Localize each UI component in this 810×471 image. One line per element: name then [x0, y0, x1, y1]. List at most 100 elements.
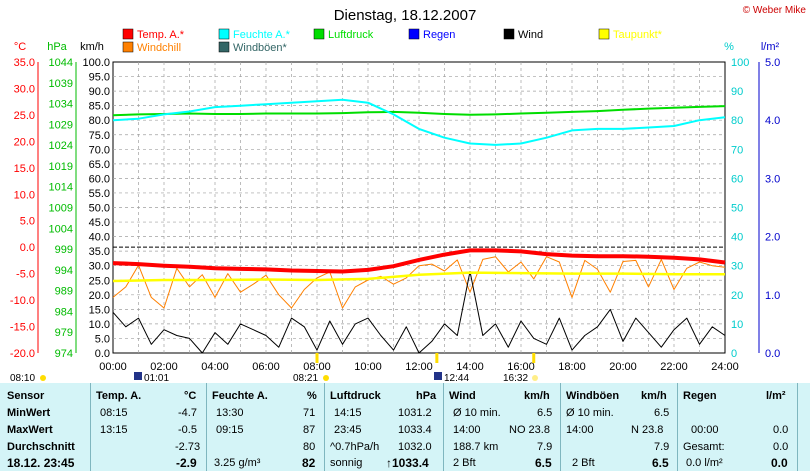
rain-current-label: 0.0 l/m²	[686, 457, 723, 469]
table-separator	[324, 383, 325, 471]
gust-max-value: N 23.8	[631, 424, 664, 436]
temp-tick-label: 5.0	[20, 216, 35, 228]
wind-unit: km/h	[524, 390, 550, 402]
gust-bft: 2 Bft	[572, 457, 595, 469]
wind-tick-label: 25.0	[89, 275, 110, 287]
press-max-value: 1033.4	[398, 424, 432, 436]
press-tick-label: 984	[55, 306, 73, 318]
row-label-min: MinWert	[7, 407, 51, 419]
wind-avg10-label: Ø 10 min.	[453, 407, 501, 419]
gust-header: Windböen	[566, 390, 620, 402]
rain-tick-label: 3.0	[765, 173, 780, 185]
press-tick-label: 1019	[49, 161, 73, 173]
temp-tick-label: 30.0	[14, 83, 35, 95]
legend-swatch	[122, 28, 134, 40]
press-tick-label: 999	[55, 244, 73, 256]
press-tick-label: 1024	[49, 140, 73, 152]
temp-tick-label: 20.0	[14, 136, 35, 148]
press-tick-label: 1004	[49, 223, 73, 235]
legend-swatch	[218, 28, 230, 40]
wind-current-value: 6.5	[535, 456, 552, 470]
hum-tick-label: 100	[731, 57, 749, 69]
press-tick-label: 1039	[49, 78, 73, 90]
table-separator	[206, 383, 207, 471]
axis-unit-label: km/h	[80, 41, 104, 53]
press-tick-label: 989	[55, 286, 73, 298]
hum-tick-label: 40	[731, 232, 743, 244]
press-trend: ^0.7hPa/h	[330, 441, 380, 453]
press-tick-label: 1044	[49, 57, 73, 69]
summary-table: Sensor Temp. A. °C Feuchte A. % Luftdruc…	[0, 383, 810, 471]
press-unit: hPa	[416, 390, 437, 402]
press-min-value: 1031.2	[398, 407, 432, 419]
temp-tick-label: -10.0	[10, 295, 35, 307]
sun-marker	[532, 353, 536, 363]
hum-tick-label: 60	[731, 173, 743, 185]
wind-tick-label: 5.0	[95, 333, 110, 345]
hum-tick-label: 70	[731, 144, 743, 156]
hum-tick-label: 20	[731, 290, 743, 302]
wind-tick-label: 55.0	[89, 188, 110, 200]
temp-header: Temp. A.	[96, 390, 142, 402]
press-current-value: ↑1033.4	[386, 456, 429, 470]
legend-label: Wind	[518, 29, 543, 41]
rain-tick-label: 5.0	[765, 57, 780, 69]
hum-tick-label: 30	[731, 261, 743, 273]
series-line	[112, 248, 726, 274]
temp-avg-value: -2.73	[175, 441, 201, 453]
time-tick-label: 06:00	[252, 361, 280, 373]
rain-total-label: Gesamt:	[683, 441, 725, 453]
wind-tick-label: 70.0	[89, 144, 110, 156]
temp-tick-label: 10.0	[14, 189, 35, 201]
wind-tick-label: 35.0	[89, 246, 110, 258]
axis-unit-label: l/m²	[761, 41, 780, 53]
sun-marker	[315, 353, 319, 363]
table-separator	[560, 383, 561, 471]
hum-header: Feuchte A.	[212, 390, 268, 402]
moon-icon	[434, 372, 442, 380]
time-tick-label: 20:00	[609, 361, 637, 373]
gust-current-value: 6.5	[652, 456, 669, 470]
hum-tick-label: 0	[731, 348, 737, 360]
time-tick-label: 24:00	[711, 361, 739, 373]
rain-total-value: 0.0	[773, 441, 789, 453]
wind-avg10-value: 6.5	[537, 407, 553, 419]
abs-humidity: 3.25 g/m³	[214, 457, 261, 469]
temp-max-time: 13:15	[100, 424, 128, 436]
legend-label: Luftdruck	[328, 29, 374, 41]
rain-header: Regen	[683, 390, 717, 402]
series-line	[112, 98, 726, 146]
time-tick-label: 14:00	[456, 361, 484, 373]
time-tick-label: 00:00	[99, 361, 127, 373]
wind-max-value: NO 23.8	[509, 424, 550, 436]
hum-unit: %	[307, 390, 317, 402]
hum-min-time: 13:30	[216, 407, 244, 419]
legend-label: Feuchte A.*	[233, 29, 291, 41]
rain-current-value: 0.0	[771, 456, 788, 470]
temp-unit: °C	[184, 390, 197, 402]
press-tick-label: 1014	[49, 182, 73, 194]
legend-swatch	[218, 41, 230, 53]
rain-max-time: 00:00	[691, 424, 719, 436]
weather-chart: Dienstag, 18.12.2007 © Weber Mike Temp. A.…	[10, 5, 807, 383]
hum-min-value: 71	[303, 407, 316, 419]
sun-icon	[323, 375, 329, 381]
legend-label: Regen	[423, 29, 455, 41]
temp-tick-label: -15.0	[10, 322, 35, 334]
temp-tick-label: 35.0	[14, 57, 35, 69]
time-tick-label: 18:00	[558, 361, 586, 373]
sun-event-time: 08:21	[293, 373, 318, 383]
sensor-header: Sensor	[7, 390, 45, 402]
wind-tick-label: 50.0	[89, 203, 110, 215]
wind-tick-label: 10.0	[89, 319, 110, 331]
sun-marker	[435, 353, 439, 363]
time-tick-label: 08:00	[303, 361, 331, 373]
press-tick-label: 1009	[49, 203, 73, 215]
wind-tick-label: 0.0	[95, 348, 110, 360]
table-separator	[797, 383, 798, 471]
moonset-time: 12:44	[444, 373, 469, 383]
temp-tick-label: 25.0	[14, 110, 35, 122]
wind-tick-label: 20.0	[89, 290, 110, 302]
press-min-time: 14:15	[334, 407, 362, 419]
legend-swatch	[122, 41, 134, 53]
